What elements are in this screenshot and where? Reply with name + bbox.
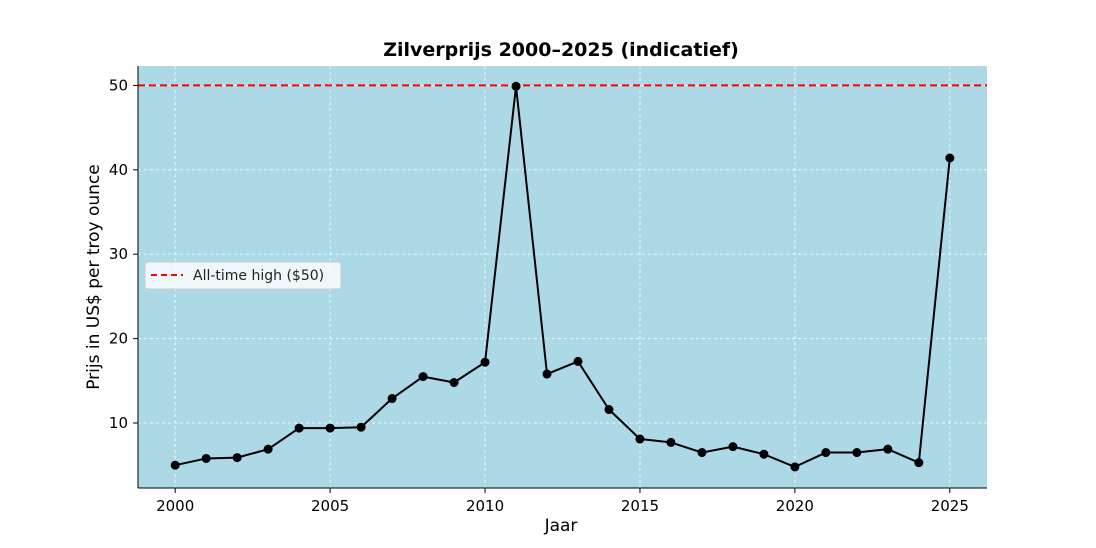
x-tick-label: 2000 xyxy=(156,497,194,515)
data-point xyxy=(945,153,955,163)
x-tick-label: 2015 xyxy=(621,497,659,515)
x-tick-label: 2020 xyxy=(776,497,814,515)
data-point xyxy=(573,356,583,366)
chart-title: Zilverprijs 2000–2025 (indicatief) xyxy=(383,39,739,61)
data-point xyxy=(759,449,769,459)
y-ticks: 10 20 30 40 50 xyxy=(109,76,138,432)
data-point xyxy=(666,437,676,447)
x-tick-label: 2005 xyxy=(311,497,349,515)
y-tick-label: 20 xyxy=(109,330,128,348)
data-point xyxy=(449,378,459,387)
axes xyxy=(137,66,987,489)
data-point xyxy=(542,369,552,379)
data-point xyxy=(170,460,180,470)
y-tick-label: 30 xyxy=(109,245,128,263)
series-line xyxy=(174,85,951,468)
x-axis-label: Jaar xyxy=(544,516,578,536)
data-point xyxy=(511,81,521,91)
data-point xyxy=(387,394,397,404)
data-point xyxy=(883,444,893,454)
data-point xyxy=(294,423,304,433)
legend-box xyxy=(144,261,342,290)
data-point xyxy=(356,422,366,432)
data-point xyxy=(604,405,614,415)
data-point xyxy=(232,453,242,463)
data-point xyxy=(325,423,335,433)
data-point xyxy=(821,448,831,458)
data-point xyxy=(852,448,862,458)
data-point xyxy=(790,462,800,472)
data-point xyxy=(263,444,273,454)
data-point xyxy=(418,372,428,382)
y-tick-label: 40 xyxy=(109,161,128,179)
data-point xyxy=(635,434,645,444)
data-point xyxy=(201,453,211,463)
data-point xyxy=(914,458,924,468)
y-axis-label: Prijs in US$ per troy ounce xyxy=(84,164,104,390)
x-tick-label: 2010 xyxy=(466,497,504,515)
legend-label: All-time high ($50) xyxy=(193,268,324,284)
data-point xyxy=(697,448,707,458)
x-ticks: 2000 2005 2010 2015 2020 2025 xyxy=(156,488,969,515)
legend: All-time high ($50) xyxy=(144,261,342,290)
y-tick-label: 50 xyxy=(109,76,128,94)
data-series xyxy=(170,81,955,472)
y-tick-label: 10 xyxy=(109,414,128,432)
x-tick-label: 2025 xyxy=(931,497,969,515)
data-point xyxy=(728,442,738,452)
data-point xyxy=(480,357,490,367)
